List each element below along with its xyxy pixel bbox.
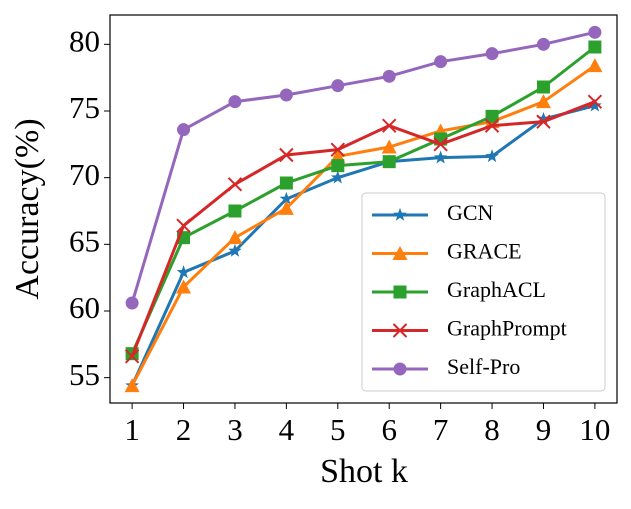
y-tick-label: 75 (69, 90, 100, 125)
marker (587, 94, 603, 109)
marker (392, 323, 408, 338)
marker (279, 147, 294, 163)
y-tick-label: 60 (69, 290, 100, 325)
marker (228, 243, 242, 257)
x-tick-label: 1 (124, 412, 140, 447)
marker (382, 118, 397, 133)
marker (485, 47, 499, 61)
marker (588, 98, 602, 112)
marker (227, 230, 243, 245)
marker (279, 176, 293, 190)
legend-box (361, 192, 606, 392)
marker (331, 159, 345, 173)
y-tick-label: 80 (69, 23, 100, 58)
marker (330, 142, 345, 157)
marker (176, 218, 191, 233)
marker (484, 118, 500, 133)
marker (227, 177, 243, 192)
marker (330, 170, 345, 184)
marker (434, 55, 448, 69)
marker (588, 40, 602, 54)
legend: GCN GRACE GraphACL GraphPrompt Self-Pro (361, 192, 606, 392)
marker (393, 285, 407, 299)
marker (392, 246, 408, 260)
marker (382, 69, 396, 83)
marker (228, 95, 242, 109)
marker (393, 207, 407, 221)
x-tick-label: 9 (536, 412, 552, 447)
y-tick-label: 70 (69, 157, 100, 192)
marker (279, 88, 293, 102)
legend-label: GraphPrompt (447, 316, 567, 341)
x-tick-label: 5 (330, 412, 346, 447)
series-line (130, 64, 596, 387)
marker (279, 191, 294, 205)
marker (124, 378, 140, 393)
x-tick-label: 8 (484, 412, 500, 447)
marker (485, 149, 499, 163)
legend-label: GRACE (447, 239, 522, 264)
series-line (130, 100, 596, 357)
x-tick-label: 7 (433, 412, 449, 447)
marker (278, 200, 294, 215)
marker (433, 150, 448, 164)
x-tick-label: 6 (381, 412, 397, 447)
x-axis-label: Shot k (320, 453, 408, 490)
marker (228, 204, 242, 218)
y-axis-label: Accuracy(%) (9, 118, 46, 299)
marker (176, 265, 191, 279)
x-tick-label: 2 (176, 412, 192, 447)
marker (393, 362, 407, 376)
x-tick-label: 3 (227, 412, 243, 447)
marker (124, 349, 140, 364)
marker (588, 25, 602, 39)
series-line (130, 30, 596, 304)
series-line (130, 45, 596, 355)
marker (536, 37, 550, 51)
legend-label: Self-Pro (447, 354, 520, 379)
marker (331, 79, 345, 93)
x-tick-label: 4 (279, 412, 295, 447)
legend-label: GCN (447, 200, 494, 225)
marker (536, 114, 551, 129)
marker (536, 111, 551, 125)
y-tick-label: 55 (69, 357, 100, 392)
plot-frame (109, 14, 618, 404)
legend-label: GraphACL (447, 277, 546, 302)
y-tick-label: 65 (69, 223, 100, 258)
marker (381, 139, 397, 154)
marker (382, 155, 396, 169)
marker (433, 137, 448, 152)
marker (176, 279, 192, 294)
marker (125, 296, 139, 310)
marker (587, 58, 603, 73)
marker (536, 80, 550, 94)
x-tick-label: 10 (579, 412, 610, 447)
marker (177, 123, 191, 137)
marker (485, 109, 499, 123)
marker (535, 94, 551, 109)
